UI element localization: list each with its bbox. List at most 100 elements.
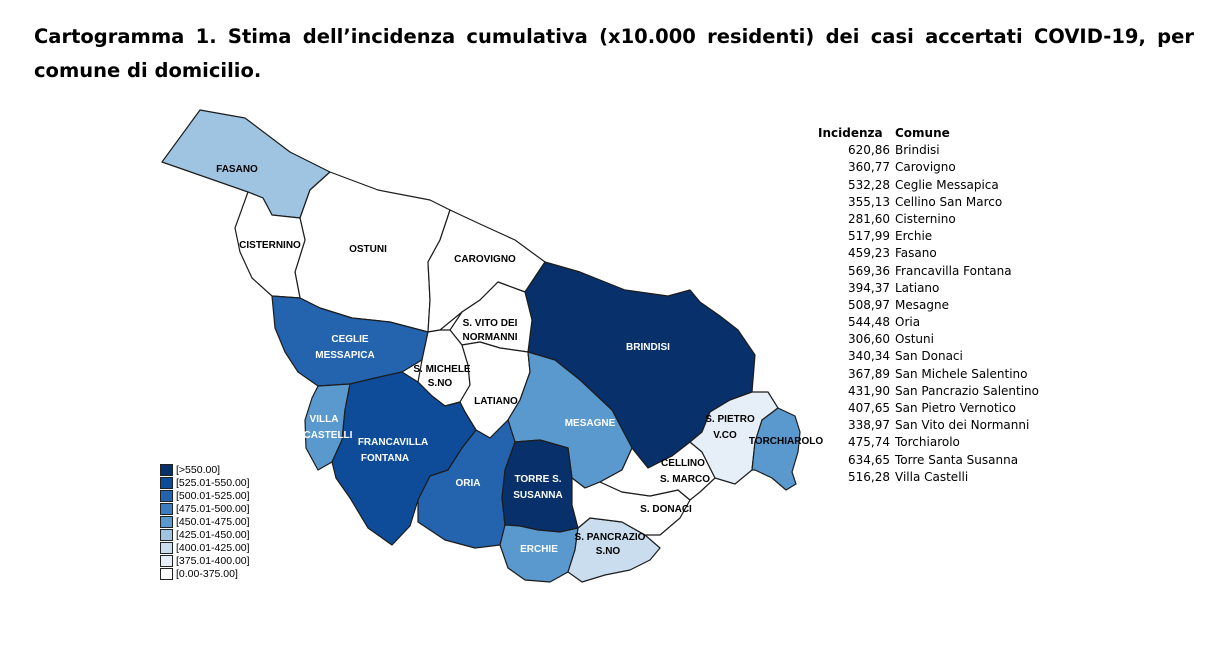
incidence-value: 475,74 [848,435,890,450]
legend-item: [450.01-475.00] [160,515,250,528]
table-row: 634,65 Torre Santa Susanna [818,452,1039,469]
legend-label: [500.01-525.00] [176,489,250,502]
comune-name: San Donaci [895,349,963,364]
table-row: 569,36 Francavilla Fontana [818,263,1039,280]
label-latiano: LATIANO [474,396,518,407]
incidence-value: 459,23 [848,246,890,261]
table-row: 544,48 Oria [818,314,1039,331]
table-row: 475,74 Torchiarolo [818,434,1039,451]
table-row: 407,65 San Pietro Vernotico [818,400,1039,417]
incidence-value: 306,60 [848,332,890,347]
incidence-value: 360,77 [848,160,890,175]
choropleth-map: FASANO OSTUNI CISTERNINO CAROVIGNO BRIND… [161,109,823,583]
comune-name: Torre Santa Susanna [895,452,1019,467]
comune-name: San Vito dei Normanni [895,418,1030,433]
legend-swatch [160,528,173,541]
table-row: 508,97 Mesagne [818,297,1039,314]
label-villa-1: VILLA [310,414,339,425]
label-spancrazio-2: S.NO [596,546,621,557]
incidence-table-rows: 620,86 Brindisi 360,77 Carovigno 532,28 Cegli… [818,142,1039,486]
label-carovigno: CAROVIGNO [454,254,516,265]
region-oria [417,419,516,549]
comune-name: Latiano [895,280,940,295]
comune-name: Ceglie Messapica [895,177,999,192]
table-row: 394,37 Latiano [818,280,1039,297]
legend-swatch [160,567,173,580]
comune-name: Cisternino [895,211,956,226]
label-francavilla-2: FONTANA [361,453,409,464]
table-row: 459,23 Fasano [818,245,1039,262]
label-spietro-1: S. PIETRO [705,414,755,425]
table-row: 367,89 San Michele Salentino [818,366,1039,383]
comune-name: Mesagne [895,297,949,312]
incidence-value: 431,90 [848,383,890,398]
legend-swatch [160,502,173,515]
incidence-value: 407,65 [848,401,890,415]
label-spietro-2: V.CO [713,430,737,441]
comune-name: San Pietro Vernotico [895,401,1016,415]
incidence-header: Incidenza [818,126,883,140]
comune-name: San Pancrazio Salentino [895,383,1039,398]
legend-swatch [160,489,173,502]
legend-item: [425.01-450.00] [160,528,250,541]
legend-label: [375.01-400.00] [176,554,250,567]
legend-item: [>550.00] [160,463,250,476]
comune-name: Brindisi [895,143,940,158]
incidence-value: 569,36 [848,263,890,278]
comune-header: Comune [895,126,950,140]
table-row: 532,28 Ceglie Messapica [818,177,1039,194]
legend-label: [0.00-375.00] [176,567,238,580]
label-cisternino: CISTERNINO [239,240,301,251]
label-torchiarolo: TORCHIAROLO [749,436,823,447]
comune-name: Torchiarolo [895,435,960,450]
table-row: 516,28 Villa Castelli [818,469,1039,486]
comune-name: Francavilla Fontana [895,263,1012,278]
table-row: 355,13 Cellino San Marco [818,194,1039,211]
label-francavilla-1: FRANCAVILLA [358,437,428,448]
label-spancrazio-1: S. PANCRAZIO [575,532,646,543]
legend-label: [400.01-425.00] [176,541,250,554]
incidence-value: 508,97 [848,297,890,312]
map-legend: [>550.00] [525.01-550.00] [500.01-525.00][… [160,463,250,580]
comune-name: Carovigno [895,160,956,175]
incidence-value: 516,28 [848,469,890,484]
label-smichele-1: S. MICHELE [413,364,471,375]
label-fasano: FASANO [216,164,258,175]
comune-name: Oria [895,315,921,330]
legend-swatch [160,463,173,476]
legend-label: [525.01-550.00] [176,476,250,489]
comune-name: San Michele Salentino [895,366,1028,381]
comune-name: Erchie [895,229,933,244]
region-torre-santa-susanna [501,439,579,533]
table-row: 620,86 Brindisi [818,142,1039,159]
label-cellino-1: CELLINO [661,458,705,469]
incidence-table-header: Incidenza Comune [818,125,1039,142]
table-row: 340,34 San Donaci [818,348,1039,365]
page-title: Cartogramma 1. Stima dell’incidenza cumu… [34,25,1194,82]
legend-item: [400.01-425.00] [160,541,250,554]
label-svito-2: NORMANNI [463,332,518,343]
label-brindisi: BRINDISI [626,342,670,353]
legend-item: [475.01-500.00] [160,502,250,515]
incidence-value: 340,34 [848,349,890,364]
label-villa-2: CASTELLI [304,430,353,441]
incidence-value: 517,99 [848,229,890,244]
label-sdonaci: S. DONACI [640,504,692,515]
legend-swatch [160,515,173,528]
incidence-table: Incidenza Comune 620,86 Brindisi 360,77 Car… [818,125,1039,486]
table-row: 338,97 San Vito dei Normanni [818,417,1039,434]
label-torre-1: TORRE S. [514,474,561,485]
table-row: 360,77 Carovigno [818,159,1039,176]
incidence-value: 544,48 [848,315,890,330]
region-torchiarolo [751,407,801,491]
incidence-value: 367,89 [848,366,890,381]
legend-label: [475.01-500.00] [176,502,250,515]
legend-swatch [160,541,173,554]
legend-label: [450.01-475.00] [176,515,250,528]
incidence-value: 355,13 [848,194,890,209]
label-ceglie-2: MESSAPICA [315,350,374,361]
table-row: 517,99 Erchie [818,228,1039,245]
comune-name: Cellino San Marco [895,194,1003,209]
label-smichele-2: S.NO [428,378,453,389]
incidence-value: 620,86 [848,143,890,158]
